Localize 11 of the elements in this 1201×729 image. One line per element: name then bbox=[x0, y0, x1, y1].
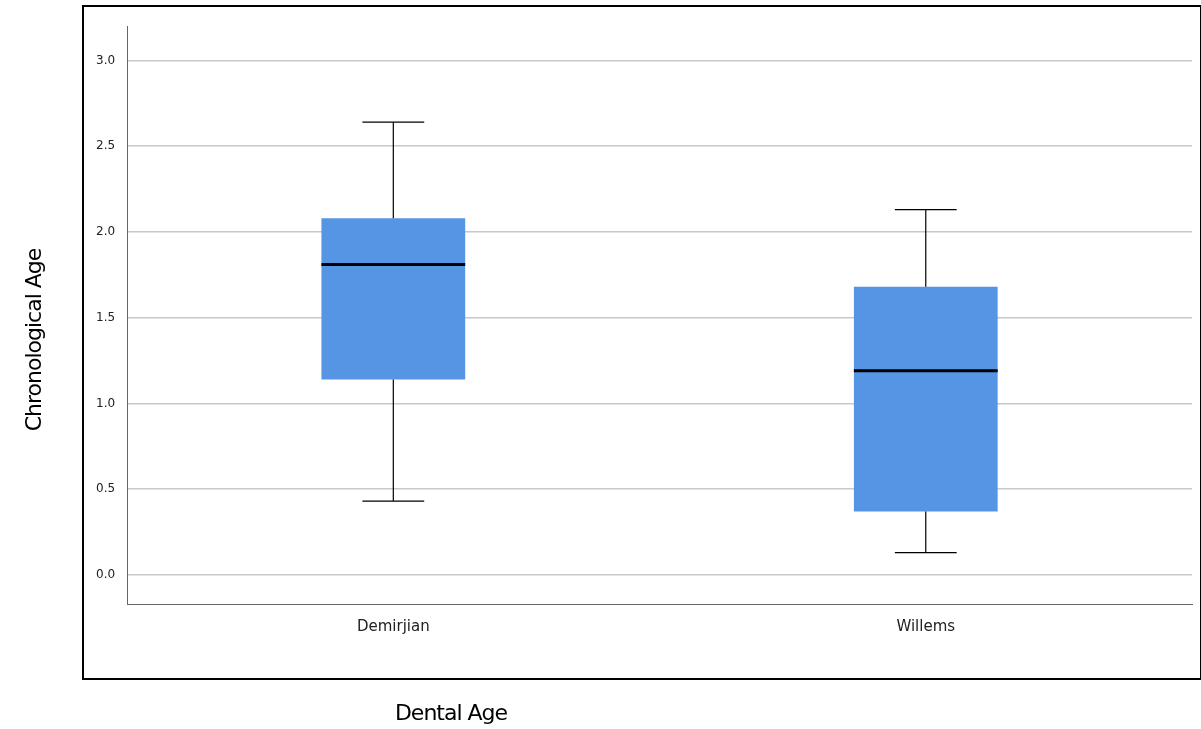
x-axis-title: Dental Age bbox=[394, 699, 508, 725]
y-axis-title: Chronological Age bbox=[20, 248, 46, 432]
y-tick-label: 2.0 bbox=[95, 224, 116, 239]
y-tick-label: 1.0 bbox=[95, 395, 116, 410]
y-tick-label: 3.0 bbox=[95, 52, 116, 67]
y-tick-label: 0.0 bbox=[95, 566, 116, 581]
y-tick-label: 2.5 bbox=[95, 138, 116, 153]
y-tick-label: 0.5 bbox=[95, 481, 116, 496]
x-tick-label: Willems bbox=[896, 616, 956, 635]
y-tick-label: 1.5 bbox=[95, 309, 116, 324]
x-tick-label: Demirjian bbox=[356, 616, 430, 635]
